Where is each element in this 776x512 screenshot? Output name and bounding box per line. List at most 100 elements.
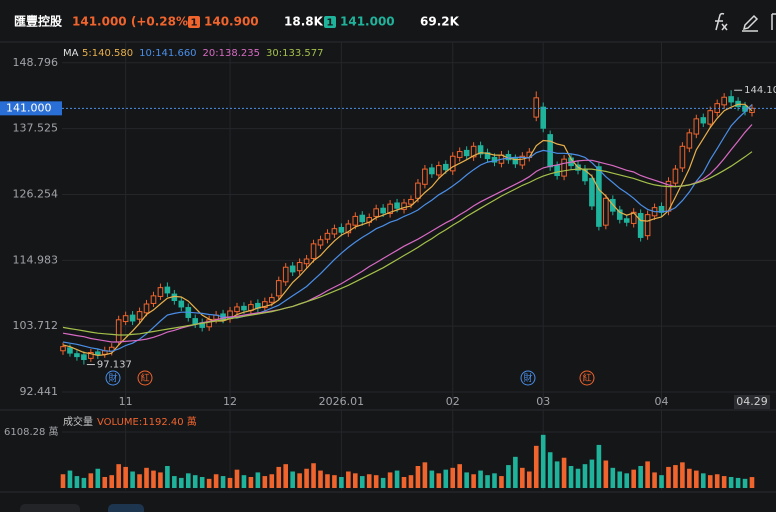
volume-bar <box>694 470 699 488</box>
candle-body <box>296 262 303 272</box>
candle-body <box>345 223 352 234</box>
volume-bar <box>603 460 609 488</box>
volume-bar <box>478 470 483 488</box>
low-label: 97.137 <box>97 360 132 371</box>
volume-bar <box>346 471 351 488</box>
quote: 141.000 (+0.28%) <box>72 15 194 29</box>
footer-tab[interactable] <box>108 504 144 512</box>
events: 財 紅 財 紅 <box>105 370 595 386</box>
volume-bar <box>450 467 456 488</box>
event-label: 紅 <box>140 373 149 384</box>
candle-body <box>129 314 136 322</box>
legend-entry: 5:140.580 <box>82 48 133 59</box>
ma-line <box>62 104 753 352</box>
candle-body <box>373 208 379 217</box>
volume-bar <box>714 474 720 488</box>
volume-bar <box>596 444 602 488</box>
volume-bar <box>276 466 282 488</box>
y-tick-label: 92.441 <box>20 385 59 398</box>
y-tick-label: 137.525 <box>13 122 59 135</box>
volume-bar <box>659 475 664 488</box>
volume-bar <box>645 461 650 488</box>
event-marker[interactable] <box>520 370 536 386</box>
formula-icon[interactable] <box>715 12 728 31</box>
volume-bar <box>506 465 511 488</box>
candle-body <box>721 96 727 106</box>
candle-body <box>143 303 150 314</box>
candle-body <box>178 300 185 308</box>
y-tick-label: 103.712 <box>13 319 59 332</box>
volume-bar <box>88 473 94 488</box>
volume-bar <box>151 470 156 488</box>
x-tick-label: 2026.01 <box>319 395 365 408</box>
volume-bar <box>624 473 630 488</box>
volume-bar <box>297 473 302 488</box>
volume-bar <box>325 474 330 488</box>
volume-bar <box>422 462 428 488</box>
event-marker[interactable] <box>105 370 121 386</box>
volume-bar <box>429 470 435 488</box>
more-icon[interactable] <box>771 13 776 30</box>
candle-body <box>519 155 526 166</box>
candle-body <box>470 145 477 158</box>
volume-bar <box>318 470 323 488</box>
volume-bar <box>464 472 469 488</box>
event-marker[interactable] <box>579 370 595 386</box>
candle-body <box>394 202 400 209</box>
volume-bar <box>102 476 108 488</box>
edit-icon[interactable] <box>742 14 759 32</box>
volume-bar <box>617 471 623 488</box>
candle-body <box>456 151 463 158</box>
x-tick-box <box>734 395 770 409</box>
volume-bar <box>199 476 205 488</box>
candle-body <box>596 166 602 227</box>
x-tick-label: 02 <box>446 395 460 408</box>
volume-bar <box>366 474 372 488</box>
volume-bar <box>290 471 295 488</box>
volume-bar <box>700 473 706 488</box>
ask-tag-box <box>324 16 336 28</box>
volume-bar <box>359 476 365 488</box>
candle-body <box>547 134 553 168</box>
volume-bar <box>227 477 233 488</box>
volume-bar <box>283 464 289 488</box>
candle-body <box>352 215 359 226</box>
volume-label: VOLUME:1192.40 萬 <box>97 415 197 428</box>
volume-bar <box>123 466 128 488</box>
legend-entry: 10:141.660 <box>139 48 196 59</box>
candle-body <box>672 168 679 184</box>
volume-bar <box>485 475 490 488</box>
event-marker[interactable] <box>137 370 153 386</box>
volume-bar <box>408 475 414 488</box>
volume-bar <box>568 465 574 488</box>
candle-body <box>289 265 296 273</box>
candle-body <box>401 202 407 210</box>
volume-bar <box>582 464 588 488</box>
footer-tab[interactable] <box>20 504 80 512</box>
ma-title: MA <box>63 48 79 59</box>
volume-bar <box>353 473 358 488</box>
volume-bar <box>95 468 101 488</box>
candle-body <box>317 239 324 246</box>
candle-body <box>408 198 414 205</box>
volume-bar <box>401 476 407 488</box>
volume-bar <box>255 472 261 488</box>
volume-bar <box>749 477 755 488</box>
candle-body <box>686 132 693 149</box>
volume-bar <box>631 469 636 488</box>
volume-bar <box>311 463 316 488</box>
candle-body <box>589 177 595 207</box>
volume-bar <box>220 476 226 488</box>
x-tick-label: 03 <box>536 395 550 408</box>
candle-body <box>533 97 540 118</box>
volume-bar <box>471 474 476 488</box>
volume-bar <box>116 464 121 488</box>
volume-bar <box>234 469 240 488</box>
volume-bar <box>74 476 80 488</box>
volume-bar <box>666 466 671 488</box>
volume-bar <box>436 473 442 488</box>
candle-body <box>644 214 651 237</box>
volume-bar <box>373 475 379 488</box>
